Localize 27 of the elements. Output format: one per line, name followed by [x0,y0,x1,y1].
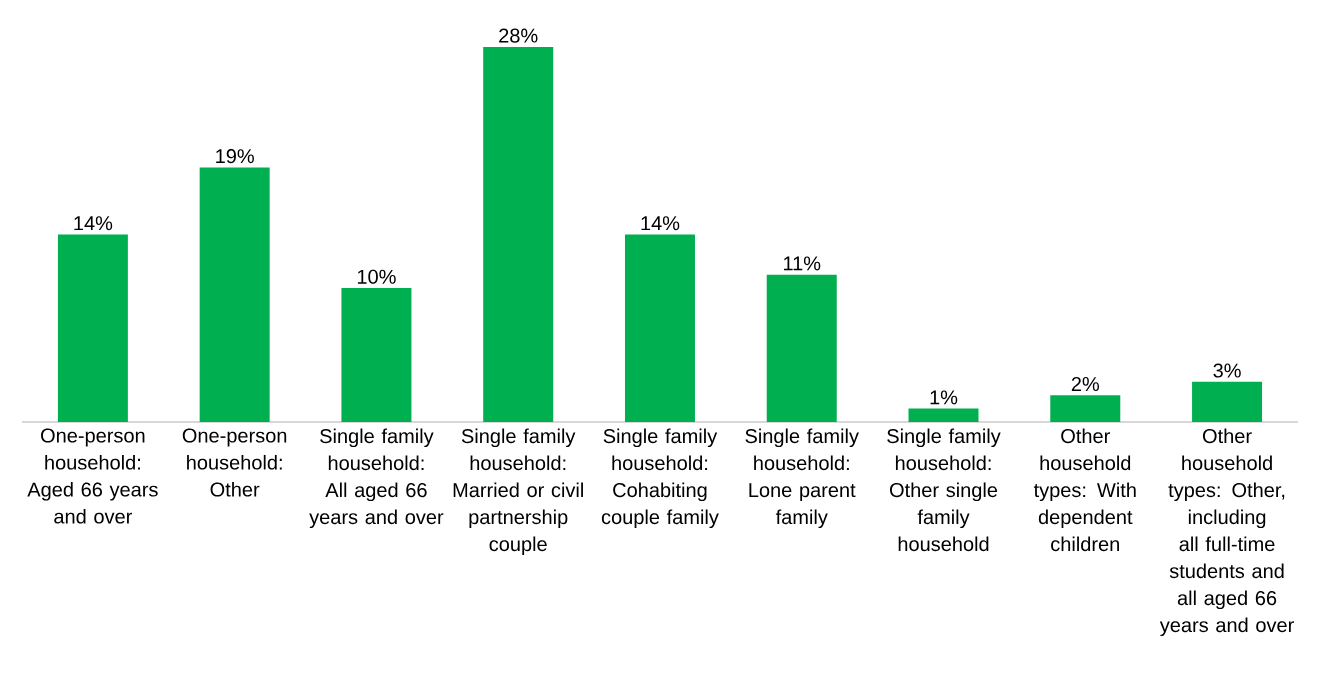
data-label: 3% [1213,363,1241,378]
bar [624,234,695,422]
x-tick-label: Other household types: Other, including all full-time students and all aged 66 years and over [1159,428,1294,637]
bar [341,288,412,422]
x-tick-label: Single family household: Lone parent family [745,428,859,529]
data-label: 1% [930,390,958,405]
x-tick-label: Single family household: All aged 66 years and over [309,428,444,529]
data-label: 19% [216,149,254,164]
data-label: 2% [1071,376,1100,391]
bar [483,46,554,422]
bar [1050,395,1121,422]
x-tick-label: One-person household: Other [182,428,287,497]
bar [766,274,837,422]
data-label: 28% [499,28,538,43]
x-tick-label: One-person household: Aged 66 years and over [27,428,158,524]
x-tick-label: Single family household: Cohabiting couple family [601,428,719,529]
x-tick-label: Other household types: With dependent children [1033,428,1136,552]
data-label: 10% [357,269,396,284]
bar [1192,381,1263,422]
x-tick-label: Single family household: Other single family household [887,428,1001,552]
bar [57,234,128,422]
data-label: 11% [783,256,821,271]
bar [908,408,979,422]
x-tick-label: Single family household: Married or civil partnership couple [453,428,583,556]
data-label: 14% [74,216,113,231]
bar [199,167,270,422]
data-label: 14% [641,216,680,231]
